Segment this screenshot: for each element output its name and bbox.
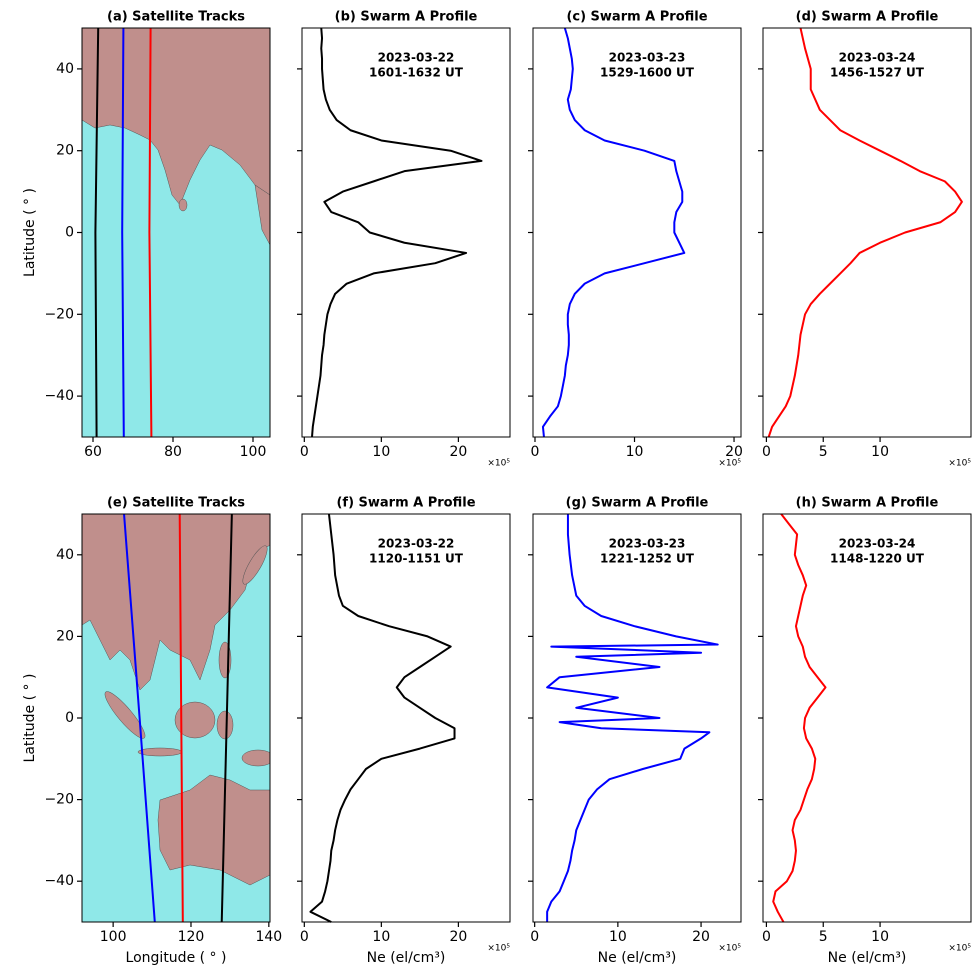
x-tick-label: 20	[692, 929, 710, 945]
annotation: 2023-03-23	[609, 51, 686, 65]
x-tick-label: 0	[762, 929, 771, 945]
panel-title: (g) Swarm A Profile	[566, 496, 709, 511]
x-axis-label: Ne (el/cm³)	[367, 950, 446, 966]
plot-frame	[81, 27, 271, 438]
y-tick-label: −20	[44, 306, 74, 322]
x-tick-label: 20	[449, 444, 467, 460]
annotation: 1148-1220 UT	[830, 552, 925, 566]
y-tick-label: 0	[65, 710, 74, 726]
annotation: 2023-03-24	[839, 537, 916, 551]
map-background	[82, 28, 270, 437]
plot-frame	[532, 513, 742, 923]
satellite-track	[178, 513, 184, 923]
plot-frame	[762, 513, 972, 923]
x-tick-label: 10	[871, 444, 889, 460]
annotation: 2023-03-22	[378, 537, 455, 551]
y-tick-label: −20	[44, 792, 74, 808]
offset-text: ×10⁵	[487, 459, 510, 469]
y-axis-label: Latitude ( ° )	[22, 674, 38, 763]
x-axis-label: Longitude ( ° )	[126, 950, 227, 966]
panel-title: (b) Swarm A Profile	[335, 10, 478, 25]
x-tick-label: 80	[164, 444, 182, 460]
y-tick-label: 40	[56, 547, 74, 563]
x-tick-label: 0	[300, 444, 309, 460]
annotation: 1529-1600 UT	[600, 66, 695, 80]
satellite-track	[123, 513, 156, 923]
profile-line	[309, 513, 456, 923]
plot-frame	[301, 27, 511, 438]
x-axis-label: Ne (el/cm³)	[828, 950, 907, 966]
panel-title: (c) Swarm A Profile	[566, 10, 707, 25]
satellite-track	[94, 27, 100, 438]
x-tick-label: 120	[178, 929, 205, 945]
profile-line	[541, 27, 686, 438]
x-tick-label: 60	[84, 444, 102, 460]
y-tick-label: 20	[56, 628, 74, 644]
map-background	[82, 514, 270, 922]
annotation: 2023-03-22	[378, 51, 455, 65]
x-tick-label: 0	[762, 444, 771, 460]
satellite-track	[148, 27, 153, 438]
y-tick-label: 40	[56, 61, 74, 77]
y-axis-label: Latitude ( ° )	[22, 188, 38, 277]
satellite-track	[220, 513, 233, 923]
x-tick-label: 20	[725, 444, 743, 460]
profile-line	[311, 27, 483, 438]
x-tick-label: 20	[449, 929, 467, 945]
panel-title: (f) Swarm A Profile	[336, 496, 475, 511]
x-tick-label: 5	[819, 929, 828, 945]
annotation: 1120-1151 UT	[369, 552, 464, 566]
annotation: 2023-03-23	[609, 537, 686, 551]
offset-text: ×10⁵	[948, 944, 971, 954]
panel-title: (a) Satellite Tracks	[107, 10, 245, 25]
y-tick-label: 20	[56, 143, 74, 159]
plot-frame	[532, 27, 742, 438]
x-tick-label: 10	[372, 444, 390, 460]
x-tick-label: 0	[300, 929, 309, 945]
y-tick-label: 0	[65, 225, 74, 241]
x-axis-label: Ne (el/cm³)	[598, 950, 677, 966]
annotation: 2023-03-24	[839, 51, 916, 65]
x-tick-label: 100	[240, 444, 267, 460]
y-tick-label: −40	[44, 388, 74, 404]
plot-frame	[81, 513, 271, 923]
offset-text: ×10⁵	[718, 459, 741, 469]
x-tick-label: 100	[100, 929, 127, 945]
annotation: 1221-1252 UT	[600, 552, 695, 566]
profile-line	[767, 27, 963, 438]
annotation: 1601-1632 UT	[369, 66, 464, 80]
x-tick-label: 10	[372, 929, 390, 945]
offset-text: ×10⁵	[948, 459, 971, 469]
plot-frame	[301, 513, 511, 923]
annotation: 1456-1527 UT	[830, 66, 925, 80]
panel-title: (e) Satellite Tracks	[107, 496, 245, 511]
x-tick-label: 140	[255, 929, 282, 945]
satellite-track	[121, 27, 125, 438]
offset-text: ×10⁵	[718, 944, 741, 954]
x-tick-label: 10	[609, 929, 627, 945]
plot-frame	[762, 27, 972, 438]
offset-text: ×10⁵	[487, 944, 510, 954]
panel-title: (h) Swarm A Profile	[796, 496, 939, 511]
x-tick-label: 0	[531, 444, 540, 460]
y-tick-label: −40	[44, 873, 74, 889]
x-tick-label: 5	[819, 444, 828, 460]
profile-line	[772, 513, 827, 923]
profile-line	[546, 514, 719, 922]
panel-title: (d) Swarm A Profile	[796, 10, 939, 25]
x-tick-label: 0	[530, 929, 539, 945]
x-tick-label: 10	[626, 444, 644, 460]
x-tick-label: 10	[871, 929, 889, 945]
